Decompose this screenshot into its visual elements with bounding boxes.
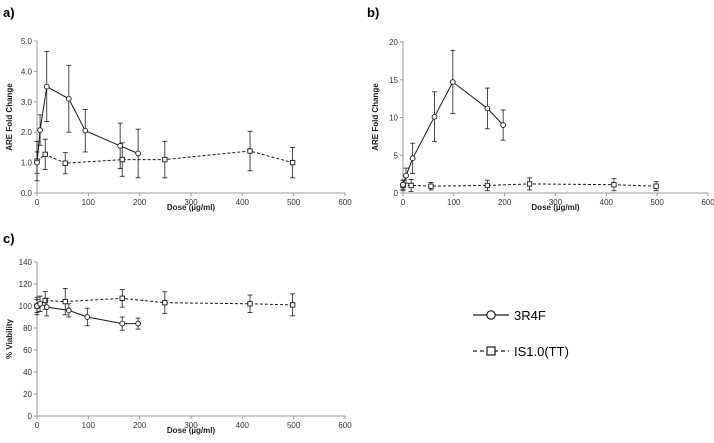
panel-c-series-3r4f-point bbox=[119, 320, 126, 327]
panel-c-y-tick-label: 60 bbox=[23, 346, 32, 355]
panel-b-x-tick-label: 200 bbox=[498, 198, 512, 207]
panel-a-series-3r4f-line bbox=[36, 85, 139, 163]
panel-a-x-tick-label: 300 bbox=[184, 198, 198, 207]
legend-marker-3r4f bbox=[486, 310, 496, 320]
panel-a-x-tick-label: 100 bbox=[82, 198, 96, 207]
panel-b-series-is10tt-point bbox=[653, 183, 659, 189]
panel-b-label: b) bbox=[367, 5, 379, 20]
panel-a-y-tick-label: 5.0 bbox=[21, 37, 33, 46]
legend-marker-is10tt bbox=[486, 346, 496, 356]
panel-b-series-3r4f-point bbox=[409, 155, 416, 162]
panel-c-series-is10tt-point bbox=[289, 302, 296, 308]
panel-b-y-axis-label: ARE Fold Change bbox=[371, 83, 380, 151]
panel-b-x-tick-label: 100 bbox=[447, 198, 461, 207]
panel-c-x-tick-label: 100 bbox=[82, 421, 96, 430]
panel-b-series-is10tt-point bbox=[484, 182, 491, 189]
panel-a-x-tick-label: 0 bbox=[35, 198, 40, 207]
panel-a-series-is10tt-point bbox=[289, 159, 296, 166]
panel-c-label: c) bbox=[3, 231, 15, 246]
panel-a-series-is10tt-point bbox=[247, 148, 253, 154]
panel-a-label: a) bbox=[3, 5, 15, 20]
panel-a-series-3r4f-point bbox=[65, 95, 72, 102]
panel-c-y-tick-label: 40 bbox=[23, 368, 32, 377]
legend-label-3r4f: 3R4F bbox=[514, 308, 546, 323]
panel-c-series-is10tt-point bbox=[162, 300, 168, 306]
panel-a-y-tick-label: 0.0 bbox=[21, 189, 33, 198]
panel-c-series-is10tt-point bbox=[247, 301, 253, 307]
legend-label-is10tt: IS1.0(TT) bbox=[514, 344, 569, 359]
panel-b-y-tick-label: 20 bbox=[389, 38, 398, 47]
panel-b-y-tick-label: 5 bbox=[394, 151, 399, 160]
panel-a-series-is10tt-point bbox=[119, 156, 125, 163]
panel-c-series-3r4f-point bbox=[84, 314, 91, 320]
panel-b-x-tick-label: 400 bbox=[600, 198, 614, 207]
panel-b-series-is10tt-point bbox=[408, 182, 414, 189]
panel-c-series-3r4f-point bbox=[43, 304, 50, 310]
panel-a-series-3r4f-point bbox=[135, 150, 141, 157]
panel-c-x-axis-label: Dose (µg/ml) bbox=[167, 426, 216, 435]
panel-c-x-tick-label: 0 bbox=[35, 421, 40, 430]
panel-b-series-3r4f-point bbox=[403, 172, 409, 179]
panel-a-series-3r4f-point bbox=[34, 159, 40, 166]
panel-a-y-axis-label: ARE Fold Change bbox=[5, 83, 14, 151]
panel-a-y-tick-label: 3.0 bbox=[21, 98, 33, 107]
panel-b-series-is10tt-point bbox=[611, 182, 617, 188]
panel-c-series-is10tt-point bbox=[119, 295, 125, 301]
panel-c-series-is10tt-point bbox=[62, 298, 68, 305]
panel-b-series-3r4f-point bbox=[400, 181, 406, 188]
panel-b-series-3r4f-point bbox=[431, 113, 438, 120]
panel-c-x-tick-label: 600 bbox=[338, 421, 352, 430]
panel-a-series-3r4f-point bbox=[117, 143, 124, 149]
panel-c-series-3r4f-point bbox=[65, 307, 72, 314]
panel-a-series-is10tt-point bbox=[62, 160, 68, 166]
panel-b-y-tick-label: 15 bbox=[389, 76, 398, 85]
panel-c-y-axis-label: % Viability bbox=[5, 319, 14, 359]
panel-a-x-tick-label: 400 bbox=[236, 198, 250, 207]
panel-a-x-axis-label: Dose (µg/ml) bbox=[167, 203, 216, 212]
panel-a-series-is10tt-point bbox=[42, 151, 48, 158]
panel-b-series-3r4f-point bbox=[500, 122, 506, 128]
panel-a-series-3r4f-point bbox=[37, 127, 43, 133]
panel-c-series-3r4f-point bbox=[135, 320, 141, 327]
panel-c-y-tick-label: 80 bbox=[23, 324, 32, 333]
panel-c-x-tick-label: 400 bbox=[236, 421, 250, 430]
panel-b-series-3r4f-point bbox=[449, 79, 456, 85]
panel-b-x-tick-label: 500 bbox=[650, 198, 664, 207]
panel-b-x-tick-label: 600 bbox=[701, 198, 714, 207]
panel-c-x-tick-label: 300 bbox=[184, 421, 198, 430]
panel-a-y-tick-label: 1.0 bbox=[21, 159, 33, 168]
panel-c-y-tick-label: 20 bbox=[23, 390, 32, 399]
panel-c-x-tick-label: 200 bbox=[133, 421, 147, 430]
panel-a-x-tick-label: 200 bbox=[133, 198, 147, 207]
panel-c-y-tick-label: 120 bbox=[19, 280, 33, 289]
panel-a-series-is10tt-point bbox=[162, 156, 168, 163]
panel-a-series-3r4f-point bbox=[43, 83, 50, 90]
panel-a-y-tick-label: 4.0 bbox=[21, 67, 33, 76]
panel-b-series-is10tt-point bbox=[428, 183, 434, 189]
panel-b-x-tick-label: 0 bbox=[401, 198, 406, 207]
panel-b-y-tick-label: 10 bbox=[389, 114, 398, 123]
panel-b-series-is10tt-point bbox=[526, 181, 533, 187]
panel-a-series-3r4f-point bbox=[82, 127, 89, 134]
panel-b-series-3r4f-point bbox=[484, 105, 491, 112]
panel-a-x-tick-label: 600 bbox=[338, 198, 352, 207]
panel-c-y-tick-label: 140 bbox=[19, 258, 33, 267]
panel-c-y-tick-label: 100 bbox=[19, 302, 33, 311]
panel-a-y-tick-label: 2.0 bbox=[21, 128, 33, 137]
panel-c-series-3r4f-point bbox=[37, 300, 43, 307]
panel-b-x-tick-label: 300 bbox=[549, 198, 563, 207]
panel-b-x-axis-label: Dose (µg/ml) bbox=[531, 203, 580, 212]
panel-a-x-tick-label: 500 bbox=[287, 198, 301, 207]
panel-c-y-tick-label: 0 bbox=[28, 412, 33, 421]
panel-c-x-tick-label: 500 bbox=[287, 421, 301, 430]
panel-b-y-tick-label: 0 bbox=[394, 189, 399, 198]
